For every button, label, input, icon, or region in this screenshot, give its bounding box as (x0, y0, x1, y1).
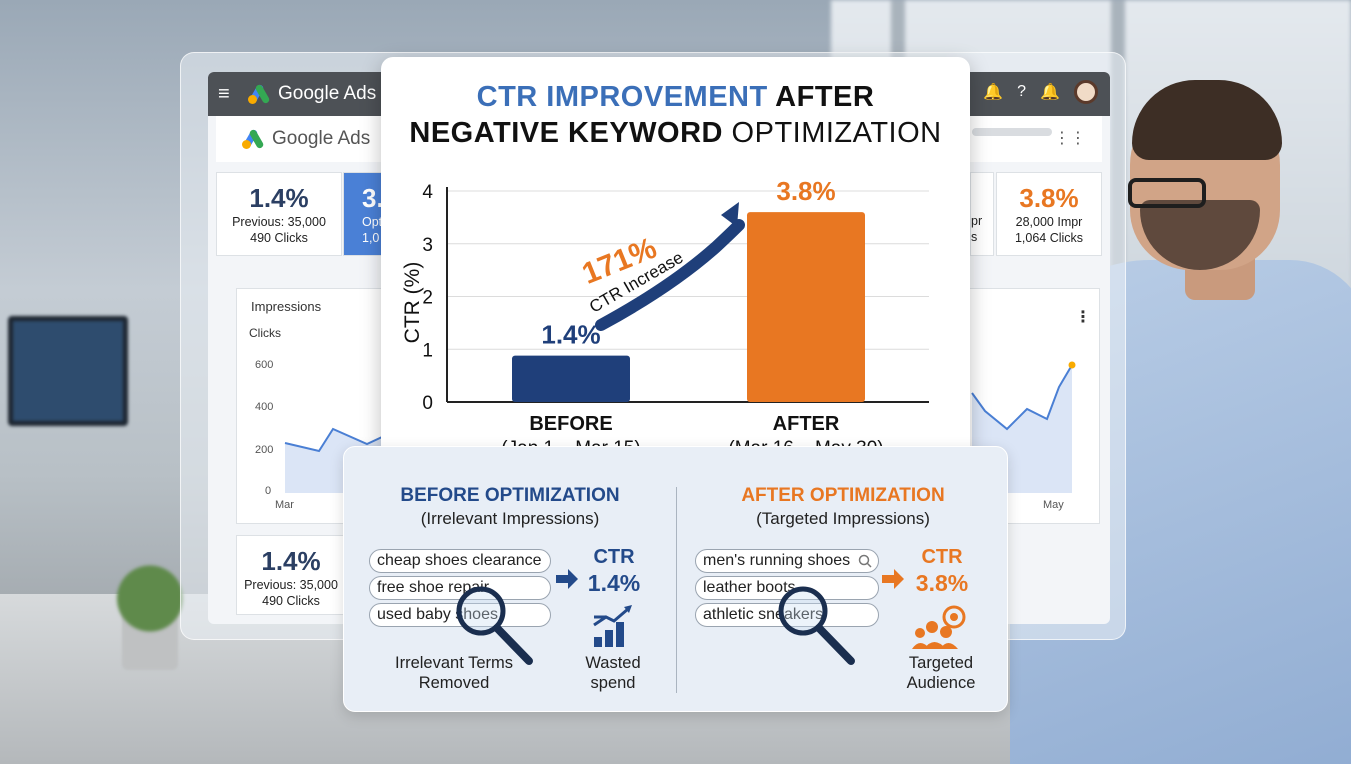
kpi-line2: 490 Clicks (262, 594, 320, 608)
title-part3: NEGATIVE KEYWORD (409, 117, 723, 149)
y-tick-label: 1 (422, 340, 433, 361)
more-options-icon[interactable]: ⋮ (1075, 309, 1091, 326)
title-part1: CTR IMPROVEMENT (476, 81, 768, 113)
latest-point-marker (1068, 361, 1076, 369)
kpi-line1: 28,000 Impr (1015, 215, 1083, 229)
before-caption-right: Wasted spend (570, 653, 656, 693)
caption-line: Targeted (908, 654, 974, 672)
kpi-value: 1.4% (261, 546, 321, 576)
wasted-spend-chart-icon (593, 605, 632, 647)
increase-arrow-icon (595, 219, 745, 331)
apps-grid-icon[interactable]: ⋮⋮ (1054, 130, 1086, 147)
ctr-chart-card: CTR IMPROVEMENT AFTER NEGATIVE KEYWORD O… (381, 57, 970, 469)
caption-line: Removed (418, 674, 490, 692)
before-ctr-label: CTR (593, 546, 635, 568)
caption-line: Irrelevant Terms (395, 654, 513, 672)
after-caption: Targeted Audience (896, 653, 986, 693)
y-tick: 600 (255, 359, 274, 371)
after-arrow-icon (882, 569, 904, 589)
kpi-card-optimized[interactable]: 3. Opti 1,0 (343, 172, 383, 256)
increase-arrowhead-icon (721, 202, 739, 227)
title-part2: AFTER (767, 81, 875, 113)
before-subheading: (Irrelevant Impressions) (420, 509, 600, 528)
top-bar-icons: 🔔 ? 🔔 (983, 80, 1098, 104)
before-term-1: cheap shoes clearance (369, 549, 551, 573)
hamburger-menu-icon[interactable]: ≡ (218, 82, 230, 105)
targeted-audience-icon (912, 605, 966, 649)
kpi-card-bottom[interactable]: 1.4% Previous: 35,000 490 Clicks (236, 535, 346, 615)
kpi-line2: s (971, 230, 978, 244)
before-caption-left: Irrelevant Terms Removed (374, 653, 534, 693)
after-ctr-label: CTR (921, 546, 963, 568)
caption-line: Audience (906, 674, 976, 692)
y-tick: 0 (265, 485, 272, 497)
magnifier-icon-before (456, 586, 533, 665)
help-icon[interactable]: ? (1017, 83, 1027, 100)
kpi-line2: 490 Clicks (250, 231, 308, 245)
small-search-icon (858, 554, 872, 568)
kpi-card-partial[interactable]: pr s (970, 172, 994, 256)
kpi-line2: 1,0 (362, 231, 380, 245)
impressions-label: Impressions (251, 299, 322, 314)
panel-divider (676, 487, 677, 693)
kpi-line2: 1,064 Clicks (1014, 231, 1084, 245)
background-monitor (8, 316, 128, 426)
before-arrow-icon (556, 569, 578, 589)
bar-after (747, 212, 865, 402)
y-tick-label: 3 (422, 235, 433, 256)
magnifier-icon-after (778, 586, 855, 665)
notification-icon[interactable]: 🔔 (1040, 84, 1060, 101)
before-ctr-value: 1.4% (587, 570, 641, 596)
x-tick-start: Mar (275, 499, 294, 511)
google-ads-logo-icon-secondary (242, 128, 265, 150)
app-title: Google Ads (278, 83, 377, 104)
y-tick: 200 (255, 444, 274, 456)
panel-icons (456, 554, 966, 665)
kpi-line1: pr (971, 214, 983, 228)
comparison-panel: BEFORE OPTIMIZATION (Irrelevant Impressi… (343, 446, 1008, 712)
kpi-line1: Previous: 35,000 (244, 578, 338, 592)
bar-data-label: 3.8% (776, 176, 835, 206)
y-tick: 400 (255, 401, 274, 413)
kpi-line1: Previous: 35,000 (232, 215, 326, 229)
before-heading: BEFORE OPTIMIZATION (400, 485, 620, 506)
google-ads-logo-icon (248, 83, 271, 105)
y-tick-label: 2 (422, 288, 433, 309)
y-tick-label: 4 (422, 182, 433, 203)
after-heading: AFTER OPTIMIZATION (741, 485, 945, 506)
x-category-label: AFTER (773, 413, 840, 435)
x-tick-end: May (1043, 499, 1064, 511)
plant (110, 560, 190, 670)
after-term-1: men's running shoes (695, 549, 879, 573)
app-title-secondary: Google Ads (272, 128, 371, 149)
after-subheading: (Targeted Impressions) (756, 509, 930, 528)
after-ctr: CTR 3.8% (904, 545, 980, 597)
before-ctr: CTR 1.4% (576, 545, 652, 597)
clicks-label: Clicks (249, 326, 281, 340)
y-axis-label: CTR (%) (401, 262, 424, 344)
y-tick-label: 0 (422, 393, 433, 414)
kpi-value: 1.4% (249, 183, 309, 213)
placeholder-bar (972, 128, 1052, 136)
bell-icon[interactable]: 🔔 (983, 84, 1004, 101)
bar-before (512, 355, 630, 402)
chart-title: CTR IMPROVEMENT AFTER NEGATIVE KEYWORD O… (381, 79, 970, 151)
kpi-value: 3.8% (1019, 183, 1079, 213)
kpi-card-before[interactable]: 1.4% Previous: 35,000 490 Clicks (216, 172, 342, 256)
bar-data-label: 1.4% (541, 320, 600, 350)
kpi-card-after[interactable]: 3.8% 28,000 Impr 1,064 Clicks (996, 172, 1102, 256)
kpi-value: 3. (362, 183, 383, 213)
kpi-line1: Opti (362, 215, 383, 229)
kpi-value (971, 183, 993, 213)
caption-line: Wasted (585, 654, 641, 672)
title-part4: OPTIMIZATION (722, 117, 942, 149)
x-category-label: BEFORE (529, 413, 612, 435)
caption-line: spend (590, 674, 636, 692)
avatar[interactable] (1074, 80, 1098, 104)
after-ctr-value: 3.8% (915, 570, 969, 596)
